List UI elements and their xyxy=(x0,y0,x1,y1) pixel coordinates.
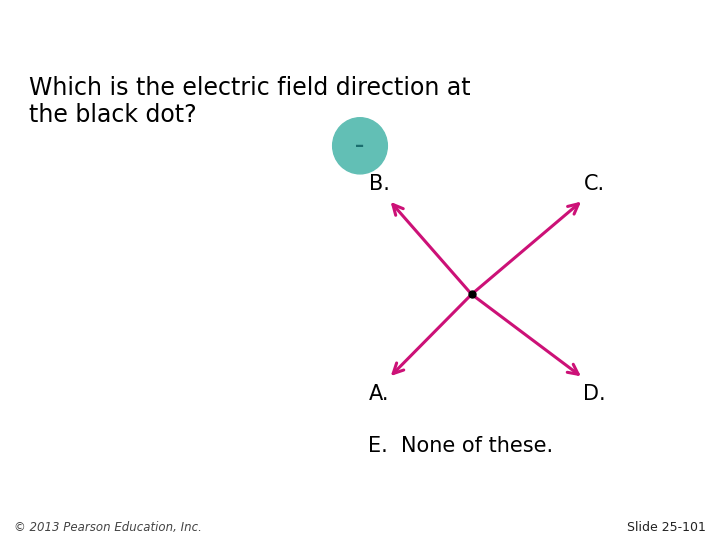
Text: –: – xyxy=(356,137,364,155)
Text: B.: B. xyxy=(369,173,390,194)
Text: © 2013 Pearson Education, Inc.: © 2013 Pearson Education, Inc. xyxy=(14,521,202,534)
Text: Which is the electric field direction at
the black dot?: Which is the electric field direction at… xyxy=(29,76,470,127)
Text: Slide 25-101: Slide 25-101 xyxy=(626,521,706,534)
Text: D.: D. xyxy=(582,384,606,404)
Text: C.: C. xyxy=(583,173,605,194)
Text: E.  None of these.: E. None of these. xyxy=(368,435,554,456)
Ellipse shape xyxy=(333,118,387,174)
Text: A.: A. xyxy=(369,384,390,404)
